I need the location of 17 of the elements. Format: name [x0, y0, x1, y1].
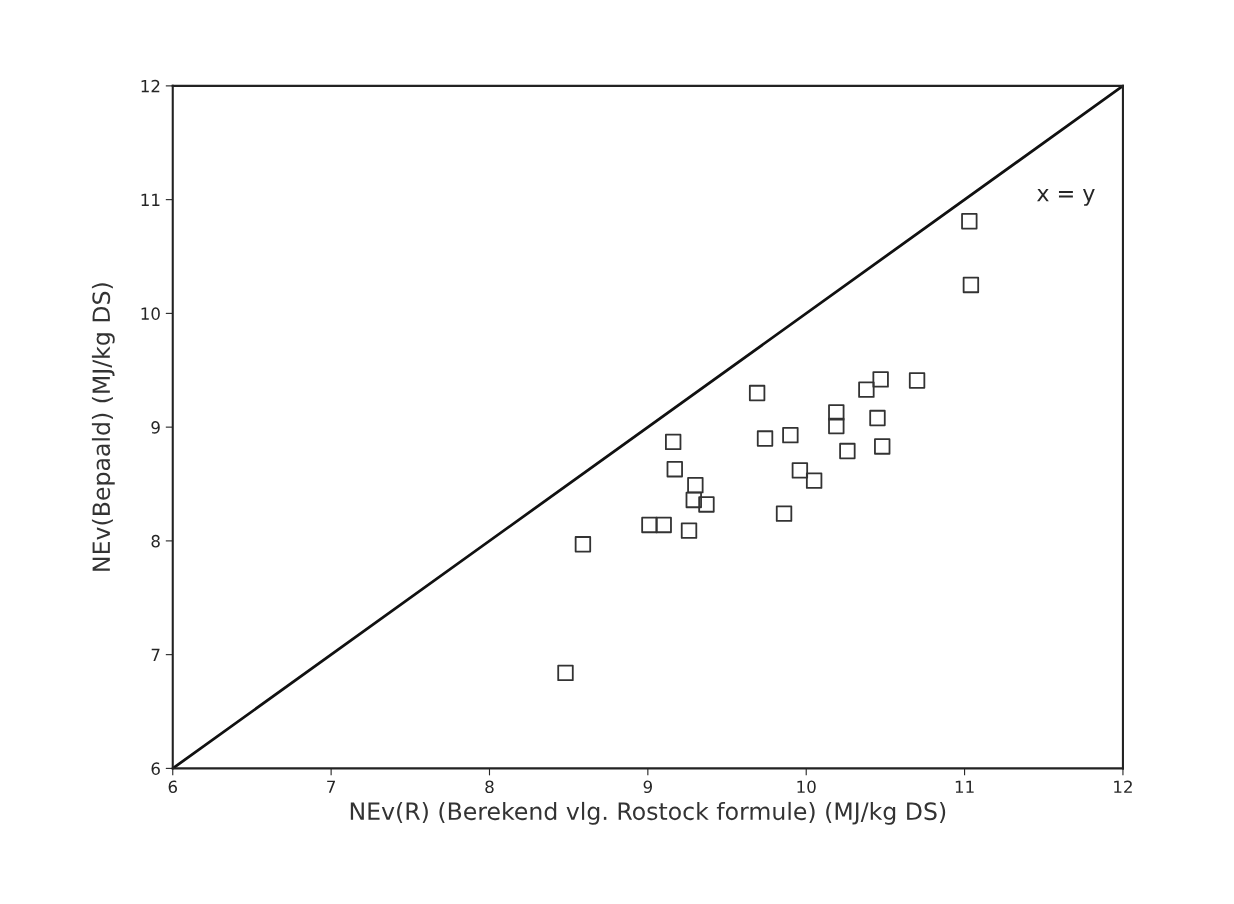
x-tick-label: 6: [168, 780, 178, 794]
y-tick-label: 12: [141, 79, 160, 93]
y-axis-title: NEv(Bepaald) (MJ/kg DS): [91, 283, 115, 571]
y-tick-label: 6: [151, 762, 160, 775]
annotation: x = y: [1037, 189, 1095, 206]
x-tick-label: 12: [1114, 780, 1132, 793]
x-tick-label: 9: [643, 780, 652, 794]
x-tick-label: 10: [797, 780, 816, 794]
x-tick-label: 7: [327, 780, 335, 793]
y-tick-label: 11: [141, 193, 160, 206]
y-tick-label: 8: [151, 534, 160, 548]
y-tick-label: 10: [141, 307, 160, 320]
y-tick-label: 7: [151, 648, 160, 661]
x-axis-title: NEv(R) (Berekend vlg. Rostock formule) (MJ/kg DS): [350, 801, 946, 825]
y-tick-label: 9: [151, 421, 160, 434]
x-tick-label: 8: [485, 780, 494, 794]
x-tick-label: 11: [955, 780, 974, 793]
